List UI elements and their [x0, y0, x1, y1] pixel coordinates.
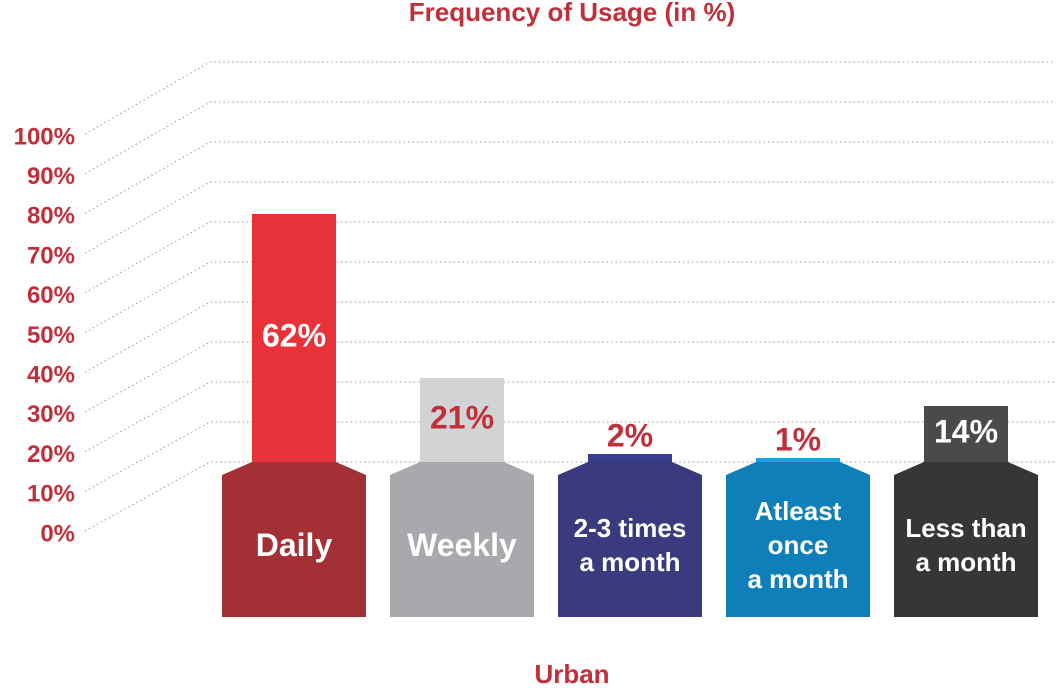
grid-line: [84, 261, 1055, 333]
grid-line: [84, 381, 1055, 453]
bar-base: [222, 462, 366, 617]
category-label: Weekly: [407, 527, 517, 564]
value-label: 2%: [607, 417, 653, 453]
grid-line: [84, 221, 1055, 294]
value-label: 1%: [775, 421, 821, 457]
grid-line: [84, 341, 1055, 413]
y-tick-label: 10%: [27, 481, 75, 508]
bar-base: [390, 462, 534, 617]
value-label: 14%: [934, 413, 998, 449]
y-tick-label: 70%: [27, 242, 75, 269]
x-axis-label: Urban: [534, 659, 609, 688]
bar: [588, 454, 672, 462]
y-tick-label: 60%: [27, 282, 75, 309]
category-label: Atleast once a month: [747, 496, 849, 594]
category-label: Less than a month: [905, 513, 1027, 577]
bar: [756, 458, 840, 462]
y-tick-label: 100%: [14, 123, 75, 150]
grid-line: [84, 301, 1055, 373]
bar-base: [894, 462, 1038, 617]
bar-base: [726, 462, 870, 617]
y-tick-label: 30%: [27, 401, 75, 428]
y-tick-label: 90%: [27, 163, 75, 190]
value-label: 21%: [430, 399, 494, 435]
grid-line: [84, 61, 1055, 135]
category-label: 2-3 times a month: [573, 513, 687, 577]
y-tick-label: 80%: [27, 203, 75, 230]
bar: [420, 378, 504, 462]
grid-line: [84, 181, 1055, 254]
grid-line: [84, 101, 1055, 175]
category-label: Daily: [255, 527, 333, 564]
chart-title: Frequency of Usage (in %): [409, 0, 736, 27]
y-tick-label: 20%: [27, 441, 75, 468]
y-tick-label: 0%: [40, 520, 75, 547]
bar: [924, 406, 1008, 462]
y-tick-label: 50%: [27, 322, 75, 349]
value-label: 62%: [262, 317, 326, 353]
bar-base: [558, 462, 702, 617]
grid-line: [84, 141, 1055, 214]
y-tick-label: 40%: [27, 362, 75, 389]
bar: [252, 214, 336, 462]
